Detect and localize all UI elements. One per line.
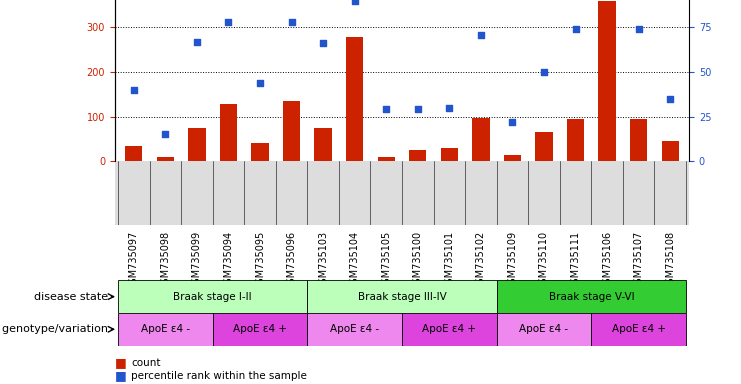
Text: ApoE ε4 -: ApoE ε4 - [141, 324, 190, 334]
Bar [567, 119, 584, 161]
Point [285, 19, 297, 25]
Point [475, 31, 487, 38]
Text: ApoE ε4 -: ApoE ε4 - [519, 324, 568, 334]
Bar [504, 155, 521, 161]
Point [507, 119, 519, 125]
Text: disease state: disease state [33, 291, 111, 302]
Bar [220, 104, 237, 161]
Bar [188, 128, 205, 161]
Bar [535, 132, 553, 161]
Point [349, 0, 361, 3]
Bar [377, 157, 395, 161]
Point [664, 96, 676, 102]
Bar [496, 280, 686, 313]
Text: percentile rank within the sample: percentile rank within the sample [131, 371, 307, 381]
Bar [662, 141, 679, 161]
Point [317, 40, 329, 46]
Text: ■: ■ [115, 356, 130, 369]
Bar [472, 118, 490, 161]
Bar [496, 313, 591, 346]
Point [443, 104, 455, 111]
Text: count: count [131, 358, 161, 368]
Text: Braak stage I-II: Braak stage I-II [173, 291, 252, 302]
Bar [409, 150, 427, 161]
Text: Braak stage III-IV: Braak stage III-IV [358, 291, 446, 302]
Bar [591, 313, 686, 346]
Point [570, 26, 582, 32]
Text: ■: ■ [115, 369, 130, 382]
Bar [308, 313, 402, 346]
Text: ApoE ε4 -: ApoE ε4 - [330, 324, 379, 334]
Bar [251, 142, 269, 161]
Point [128, 87, 140, 93]
Point [254, 79, 266, 86]
Bar [283, 101, 300, 161]
Point [380, 106, 392, 113]
Text: Braak stage V-VI: Braak stage V-VI [548, 291, 634, 302]
Point [633, 26, 645, 32]
Text: ApoE ε4 +: ApoE ε4 + [422, 324, 476, 334]
Bar [630, 119, 648, 161]
Point [538, 69, 550, 75]
Bar [118, 280, 308, 313]
Text: ApoE ε4 +: ApoE ε4 + [611, 324, 665, 334]
Bar [125, 146, 142, 161]
Bar [308, 280, 496, 313]
Bar [346, 37, 363, 161]
Point [191, 38, 203, 45]
Text: ApoE ε4 +: ApoE ε4 + [233, 324, 287, 334]
Bar [156, 157, 174, 161]
Bar [118, 313, 213, 346]
Bar [402, 313, 496, 346]
Bar [441, 148, 458, 161]
Point [159, 131, 171, 137]
Bar [599, 0, 616, 161]
Point [412, 106, 424, 113]
Text: genotype/variation: genotype/variation [1, 324, 111, 334]
Bar [314, 128, 332, 161]
Point [222, 19, 234, 25]
Bar [213, 313, 308, 346]
